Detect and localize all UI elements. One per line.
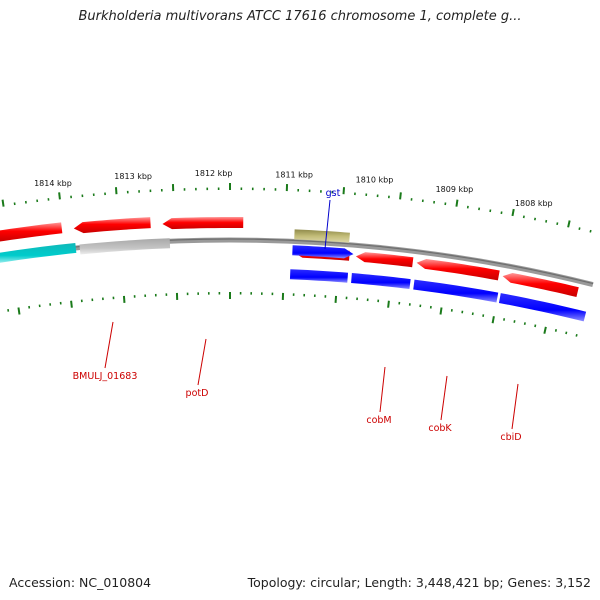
inner-major-tick xyxy=(543,326,547,334)
minor-tick xyxy=(589,229,592,233)
map-title: Burkholderia multivorans ATCC 17616 chro… xyxy=(78,9,522,24)
gene-arrow-trna xyxy=(0,242,77,263)
inner-minor-tick xyxy=(534,324,537,328)
gene-arrow-forward xyxy=(355,252,414,268)
minor-tick xyxy=(578,227,581,231)
gene-label: gst xyxy=(326,188,341,199)
inner-minor-tick xyxy=(565,331,568,335)
gene-leader-line xyxy=(197,338,207,386)
accession-text: Accession: NC_010804 xyxy=(9,575,152,590)
gene-arrow-reverse xyxy=(413,279,499,303)
gene-leader-line xyxy=(104,321,114,369)
inner-minor-tick xyxy=(554,329,557,332)
gene-label: BMULJ_01683 xyxy=(73,371,138,382)
inner-major-tick xyxy=(439,307,443,315)
gene-arrow-reverse xyxy=(351,273,411,290)
inner-major-tick xyxy=(122,295,126,303)
gene-leader-line xyxy=(440,375,448,421)
inner-major-tick xyxy=(17,307,21,315)
scale-label: 1813 kbp xyxy=(114,172,152,181)
gene-arrow-forward xyxy=(162,217,244,230)
major-tick xyxy=(399,192,402,200)
inner-major-tick xyxy=(491,316,495,324)
major-tick xyxy=(511,208,515,217)
gene-arrow-other xyxy=(294,229,350,243)
major-tick xyxy=(567,220,571,228)
gene-arrow-pseudo xyxy=(79,238,171,255)
scale-label: 1809 kbp xyxy=(436,185,474,194)
scale-label: 1808 kbp xyxy=(515,199,553,208)
gene-leader-line xyxy=(379,366,386,413)
inner-minor-tick xyxy=(523,322,526,326)
major-tick xyxy=(114,187,118,195)
gene-arrow-forward xyxy=(0,222,63,242)
gene-leader-line xyxy=(511,383,519,430)
scale-label: 1814 kbp xyxy=(34,179,72,188)
gene-label: potD xyxy=(186,388,209,399)
major-tick xyxy=(342,187,346,195)
gene-arrow-forward xyxy=(73,217,151,234)
gene-arrow-reverse xyxy=(498,293,587,322)
inner-major-tick xyxy=(387,300,390,308)
scale-label: 1812 kbp xyxy=(195,169,233,178)
gene-label: cbiD xyxy=(500,432,521,443)
gene-arrow-reverse xyxy=(292,245,354,259)
major-tick xyxy=(1,199,5,207)
gene-leader-line xyxy=(324,199,331,250)
genome-summary-text: Topology: circular; Length: 3,448,421 bp… xyxy=(247,575,591,590)
gene-arrow-forward xyxy=(416,258,500,281)
major-tick xyxy=(58,192,61,200)
minor-tick xyxy=(545,219,548,223)
inner-minor-tick xyxy=(575,333,578,337)
minor-tick xyxy=(556,222,559,226)
gene-label: cobM xyxy=(366,415,391,426)
inner-major-tick xyxy=(334,295,338,303)
scale-label: 1810 kbp xyxy=(356,176,394,185)
gene-label: cobK xyxy=(428,423,452,434)
scale-label: 1811 kbp xyxy=(275,170,313,179)
major-tick xyxy=(455,199,459,207)
inner-major-tick xyxy=(70,300,73,308)
gene-arrow-forward xyxy=(502,272,579,297)
gene-arrow-reverse xyxy=(289,269,349,283)
